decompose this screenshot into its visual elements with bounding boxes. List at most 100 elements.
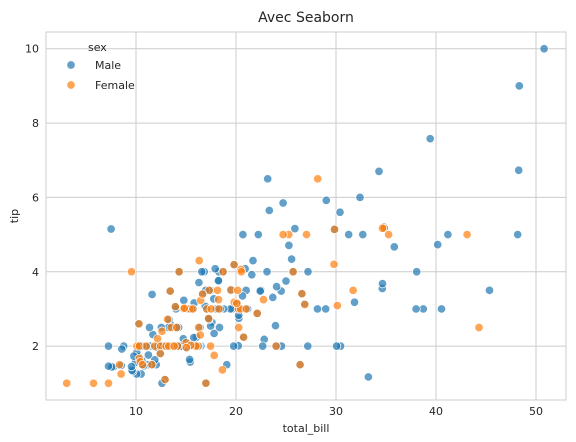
data-point-male [539, 44, 549, 54]
data-point-female [206, 341, 216, 351]
data-point-male [147, 289, 157, 299]
data-point-male [238, 230, 248, 240]
x-tick-label: 10 [129, 405, 143, 418]
data-point-male [484, 285, 495, 295]
data-point-female [155, 348, 165, 359]
data-point-male [358, 230, 368, 240]
data-point-female [329, 259, 339, 269]
data-point-male [210, 264, 220, 274]
data-point-male [411, 304, 421, 314]
legend-label-female: Female [95, 79, 135, 92]
data-point-female [384, 230, 394, 240]
data-point-female [252, 308, 262, 318]
legend-label-male: Male [95, 59, 121, 72]
data-point-female [288, 267, 298, 277]
data-point-female [147, 360, 157, 370]
data-point-male [321, 195, 331, 205]
data-point-female [157, 326, 167, 336]
data-point-female [214, 295, 224, 305]
x-tick-label: 30 [329, 405, 343, 418]
x-tick-label: 40 [429, 405, 443, 418]
data-point-female [194, 256, 204, 266]
data-point-male [433, 240, 443, 250]
data-point-male [209, 328, 219, 339]
data-point-female [179, 303, 189, 313]
data-point-male [229, 341, 239, 351]
data-point-male [194, 277, 204, 288]
data-point-male [197, 267, 207, 277]
data-point-female [212, 285, 223, 295]
data-point-female [377, 223, 388, 233]
data-point-female [198, 289, 208, 299]
data-point-male [213, 276, 223, 286]
gridlines [46, 32, 566, 400]
x-axis-ticks: 10 20 30 40 50 [129, 405, 543, 418]
data-point-female [474, 322, 484, 333]
data-point-female [181, 343, 191, 353]
data-point-male [377, 279, 388, 289]
data-point-male [389, 242, 399, 252]
data-point-male [106, 224, 116, 234]
data-point-male [272, 282, 282, 292]
data-point-male [514, 81, 524, 91]
data-point-male [425, 134, 435, 144]
y-tick-label: 10 [25, 43, 39, 56]
data-point-female [163, 314, 173, 324]
data-point-female [204, 314, 214, 324]
data-point-female [301, 230, 312, 240]
data-point-female [194, 322, 204, 333]
data-point-male [332, 341, 342, 351]
y-axis-label: tip [8, 209, 21, 223]
data-point-female [165, 286, 175, 296]
data-point-female [206, 304, 216, 314]
data-point-male [103, 361, 114, 371]
data-point-female [234, 322, 244, 333]
data-point-male [270, 321, 281, 331]
data-point-female [332, 301, 342, 311]
data-point-female [141, 341, 151, 351]
chart-title: Avec Seaborn [258, 10, 354, 26]
data-point-female [169, 341, 179, 351]
data-point-female [188, 304, 198, 314]
data-point-male [247, 270, 257, 280]
data-point-female [201, 378, 211, 388]
data-point-male [117, 344, 127, 354]
data-point-male [355, 192, 365, 202]
series-female [62, 174, 484, 388]
data-point-female [348, 285, 358, 295]
data-point-male [303, 267, 313, 277]
plot-area [45, 31, 567, 401]
data-point-male [284, 240, 294, 250]
data-point-male [412, 267, 422, 277]
data-point-female [217, 365, 227, 375]
data-point-female [313, 174, 323, 184]
data-point-male [514, 165, 524, 175]
data-point-female [233, 285, 243, 295]
data-point-female [209, 350, 219, 360]
data-point-male [255, 286, 265, 296]
data-point-female [88, 378, 99, 388]
data-point-female [126, 267, 137, 277]
data-point-female [116, 369, 126, 379]
data-point-male [278, 198, 288, 208]
data-point-male [264, 205, 274, 215]
data-point-male [258, 341, 268, 351]
y-axis-ticks: 2 4 6 8 10 [25, 43, 39, 353]
data-point-female [229, 260, 239, 270]
data-point-male [263, 174, 273, 184]
data-point-male [513, 230, 523, 240]
data-point-male [214, 322, 225, 333]
data-point-female [170, 302, 180, 312]
data-point-female [160, 375, 170, 385]
data-point-male [335, 207, 345, 217]
data-points [62, 44, 549, 388]
data-point-female [295, 360, 305, 370]
data-point-female [258, 295, 269, 305]
data-point-female [236, 267, 246, 277]
data-point-male [262, 267, 272, 277]
data-point-female [462, 230, 472, 240]
data-point-female [114, 360, 125, 370]
data-point-male [253, 230, 263, 240]
data-point-female [134, 319, 144, 329]
y-tick-label: 4 [32, 266, 39, 279]
